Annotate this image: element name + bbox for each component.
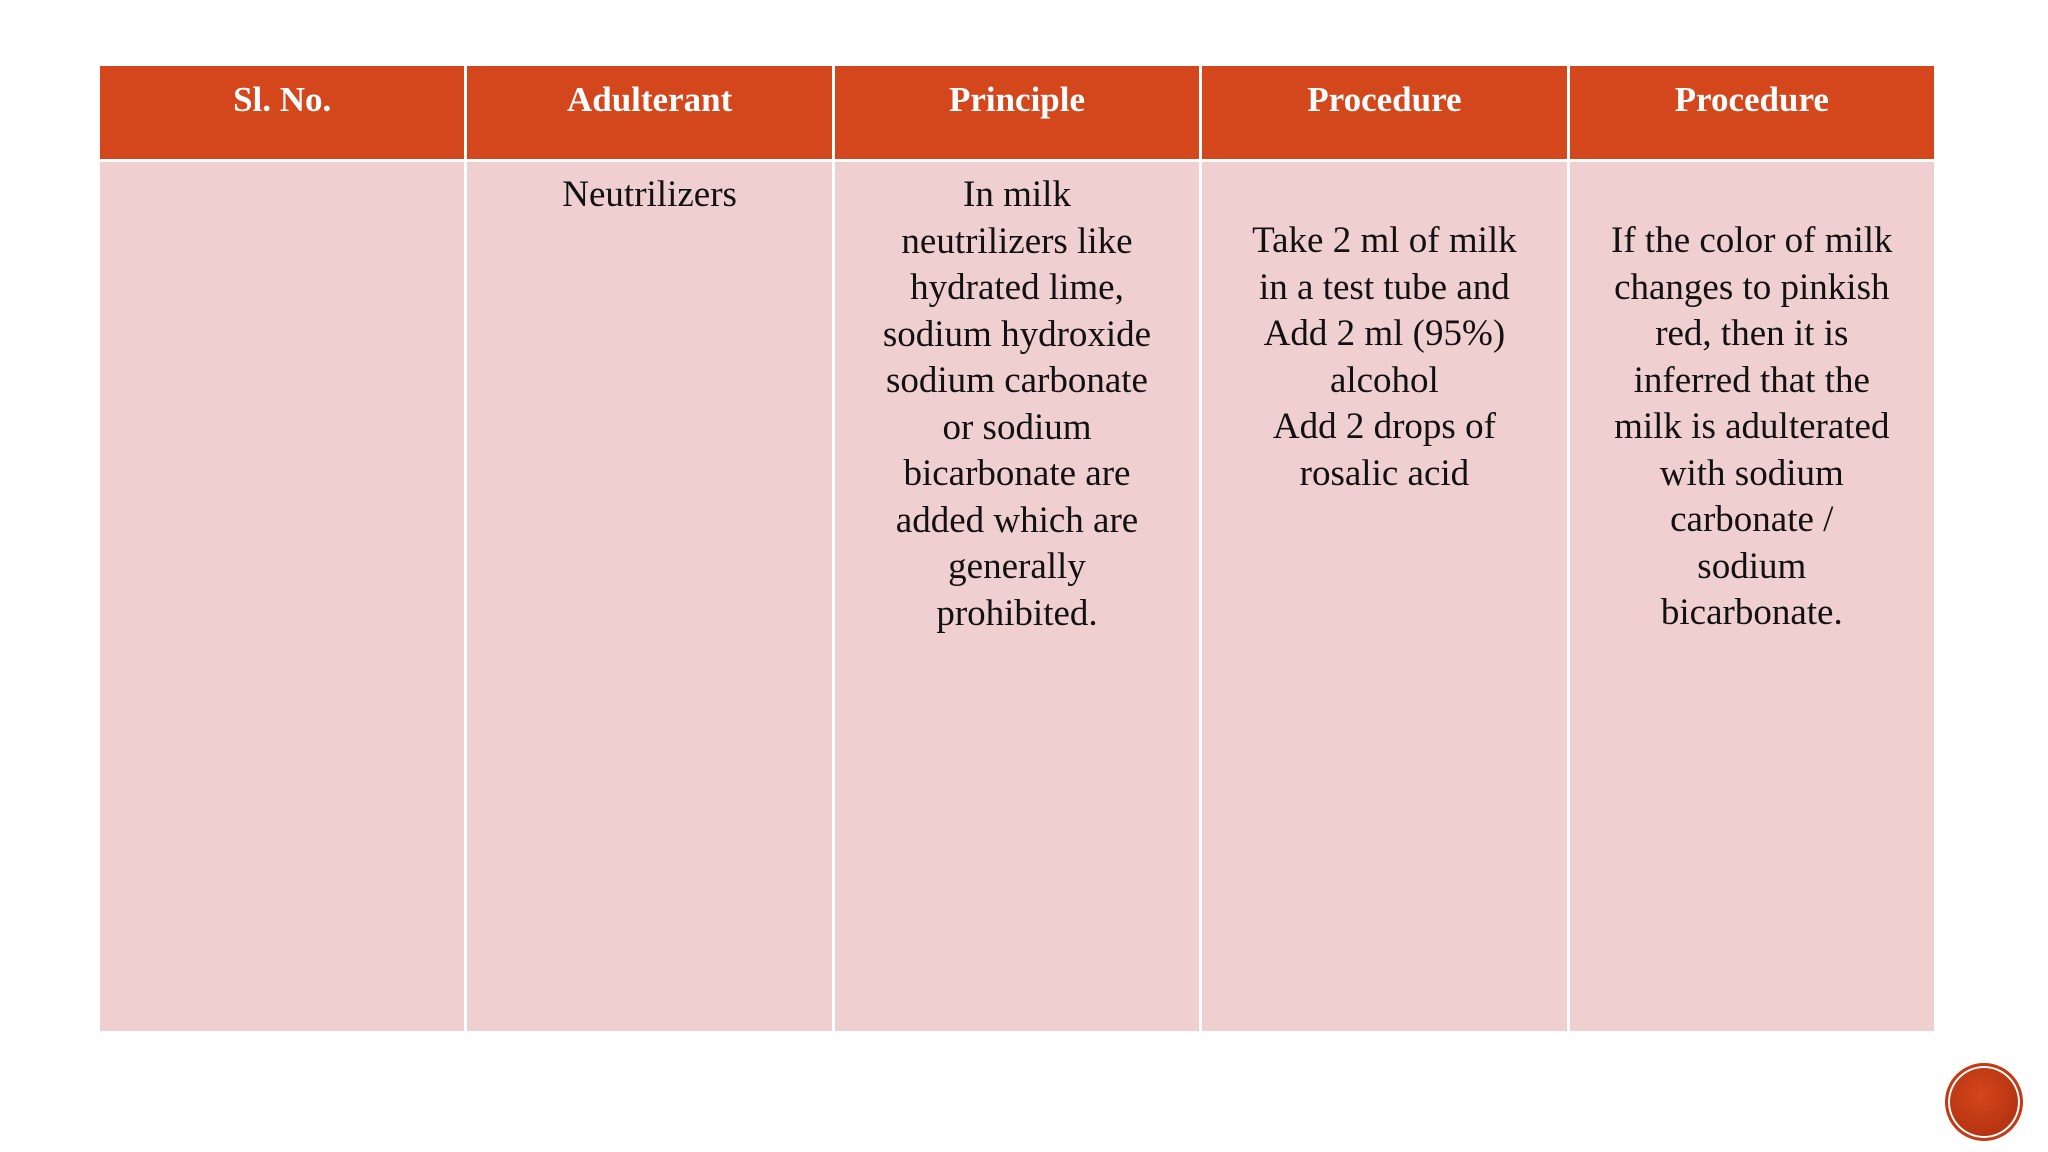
cell-text: sodium <box>1697 545 1807 587</box>
table-cell: Neutrilizers <box>467 162 832 1031</box>
cell-text: bicarbonate are <box>903 453 1131 494</box>
header-cell: Procedure <box>1569 66 1934 159</box>
header-cell: Procedure <box>1202 66 1567 159</box>
cell-text: Add 2 drops of <box>1272 406 1496 447</box>
header-cell: Sl. No. <box>100 66 465 159</box>
cell-text: milk is adulterated <box>1614 406 1890 447</box>
cell-text: prohibited. <box>936 592 1098 634</box>
cell-text: Neutrilizers <box>562 174 737 215</box>
cell-text: alcohol <box>1329 359 1439 401</box>
table-cell: Take 2 ml of milk in a test tube and Add 2… <box>1202 162 1567 1031</box>
cell-text: bicarbonate. <box>1660 592 1843 633</box>
header-cell: Principle <box>834 66 1200 159</box>
cell-text: hydrated lime, <box>910 267 1124 308</box>
table-cell <box>100 162 465 1031</box>
cell-text: generally <box>948 546 1086 587</box>
cell-text: added which are <box>895 499 1139 541</box>
cell-text: rosalic acid <box>1299 452 1470 494</box>
cell-text: If the color of milk <box>1611 220 1893 261</box>
cell-text: red, then it is <box>1655 313 1849 354</box>
cell-text: carbonate / <box>1670 499 1834 540</box>
cell-text: with sodium <box>1659 452 1844 494</box>
header-cell: Adulterant <box>467 66 832 159</box>
cell-text: in a test tube and <box>1259 266 1510 308</box>
cell-text: or sodium <box>942 406 1092 448</box>
cell-text: changes to pinkish <box>1614 266 1890 308</box>
cell-text: sodium hydroxide <box>882 313 1152 355</box>
cell-text: inferred that the <box>1633 359 1870 401</box>
nav-button[interactable] <box>1945 1063 2023 1141</box>
table: Sl. No. Adulterant Principle Procedure Proce… <box>100 66 1934 1031</box>
cell-text: neutrilizers like <box>901 220 1133 262</box>
cell-text: sodium carbonate <box>885 360 1148 401</box>
table-cell: If the color of milk changes to pinkish re… <box>1569 162 1934 1031</box>
cell-text: Add 2 ml (95%) <box>1263 313 1506 354</box>
table-cell: In milk neutrilizers like hydrated lime, so… <box>834 162 1200 1031</box>
cell-text: Take 2 ml of milk <box>1252 220 1517 261</box>
cell-text: In milk <box>963 174 1071 215</box>
